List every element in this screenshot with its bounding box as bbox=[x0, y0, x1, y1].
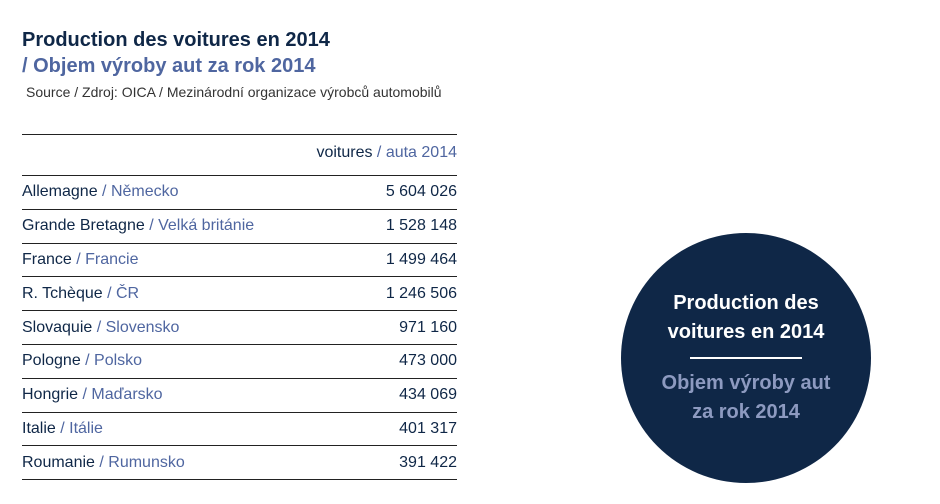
country-cz: / Itálie bbox=[55, 419, 103, 437]
country-fr: Allemagne bbox=[22, 183, 98, 201]
country-fr: Slovaquie bbox=[22, 318, 93, 336]
value-label: 401 317 bbox=[399, 419, 457, 437]
car-icon bbox=[850, 177, 916, 204]
title-circle: Production des voitures en 2014 Objem výr… bbox=[621, 233, 871, 483]
country-fr: Pologne bbox=[22, 352, 81, 370]
circle-line4: za rok 2014 bbox=[692, 401, 800, 423]
header-cz: / auta 2014 bbox=[376, 144, 457, 161]
country-label: Hongrie / Maďarsko bbox=[22, 386, 163, 404]
country-cz: / ČR bbox=[102, 284, 140, 302]
country-label: Slovaquie / Slovensko bbox=[22, 319, 179, 337]
value-label: 5 604 026 bbox=[385, 183, 457, 201]
value-label: 434 069 bbox=[399, 386, 457, 404]
table-row: Italie / Itálie 401 317 bbox=[22, 411, 457, 446]
country-fr: R. Tchèque bbox=[22, 284, 103, 302]
table-row: Allemagne / Německo 5 604 026 bbox=[22, 175, 457, 209]
country-cz: / Německo bbox=[97, 183, 179, 201]
country-cz: / Maďarsko bbox=[78, 386, 163, 404]
country-label: Italie / Itálie bbox=[22, 420, 103, 438]
car-icon bbox=[477, 177, 543, 204]
car-icon bbox=[477, 312, 543, 339]
country-fr: Italie bbox=[22, 419, 56, 437]
chart-subtitle: / Objem výroby aut za rok 2014 bbox=[22, 55, 316, 77]
car-icon bbox=[775, 177, 841, 204]
car-icon bbox=[552, 177, 618, 204]
country-label: Pologne / Polsko bbox=[22, 352, 142, 370]
value-label: 473 000 bbox=[399, 352, 457, 370]
country-cz: / Slovensko bbox=[92, 318, 180, 336]
car-icon bbox=[701, 177, 767, 204]
chart-title: Production des voitures en 2014 bbox=[22, 29, 330, 51]
car-icon bbox=[477, 245, 543, 272]
country-fr: France bbox=[22, 250, 72, 268]
country-label: France / Francie bbox=[22, 251, 138, 269]
table-row: Slovaquie / Slovensko 971 160 bbox=[22, 310, 457, 344]
table-row: Grande Bretagne / Velká británie 1 528 14… bbox=[22, 208, 457, 243]
car-icon bbox=[477, 346, 543, 373]
table-row: Pologne / Polsko 473 000 bbox=[22, 343, 457, 378]
table-header: voitures / auta 2014 bbox=[22, 135, 457, 175]
car-icon bbox=[477, 211, 543, 238]
country-label: Allemagne / Německo bbox=[22, 183, 179, 201]
car-icon bbox=[552, 211, 618, 238]
car-icon bbox=[477, 447, 543, 474]
country-fr: Hongrie bbox=[22, 386, 79, 404]
table-row: Hongrie / Maďarsko 434 069 bbox=[22, 377, 457, 412]
car-icon bbox=[477, 278, 543, 305]
table-row: Roumanie / Rumunsko 391 422 bbox=[22, 445, 457, 481]
car-icon bbox=[626, 177, 692, 204]
car-icon bbox=[477, 380, 543, 407]
table-row: France / Francie 1 499 464 bbox=[22, 242, 457, 277]
country-fr: Grande Bretagne bbox=[22, 217, 145, 235]
value-label: 1 528 148 bbox=[385, 217, 457, 235]
country-cz: / Rumunsko bbox=[94, 453, 185, 471]
value-label: 391 422 bbox=[399, 453, 457, 471]
country-label: R. Tchèque / ČR bbox=[22, 285, 139, 303]
circle-divider bbox=[690, 357, 802, 359]
table-row: R. Tchèque / ČR 1 246 506 bbox=[22, 276, 457, 310]
value-label: 1 246 506 bbox=[385, 284, 457, 302]
value-label: 1 499 464 bbox=[385, 250, 457, 268]
country-cz: / Velká británie bbox=[144, 217, 255, 235]
production-table: voitures / auta 2014 Allemagne / Německo… bbox=[22, 134, 457, 481]
car-icon bbox=[552, 245, 618, 272]
country-cz: / Francie bbox=[71, 250, 139, 268]
car-icon bbox=[477, 414, 543, 441]
header-fr: voitures bbox=[316, 144, 373, 161]
circle-line3: Objem výroby aut bbox=[661, 372, 831, 394]
country-label: Grande Bretagne / Velká británie bbox=[22, 217, 254, 235]
circle-line1: Production des bbox=[673, 292, 819, 314]
value-label: 971 160 bbox=[399, 318, 457, 336]
country-cz: / Polsko bbox=[80, 352, 143, 370]
country-fr: Roumanie bbox=[22, 453, 95, 471]
circle-line2: voitures en 2014 bbox=[667, 321, 825, 343]
car-icon bbox=[552, 278, 618, 305]
source-note: Source / Zdroj: OICA / Mezinárodní organ… bbox=[26, 84, 442, 100]
country-label: Roumanie / Rumunsko bbox=[22, 454, 185, 472]
